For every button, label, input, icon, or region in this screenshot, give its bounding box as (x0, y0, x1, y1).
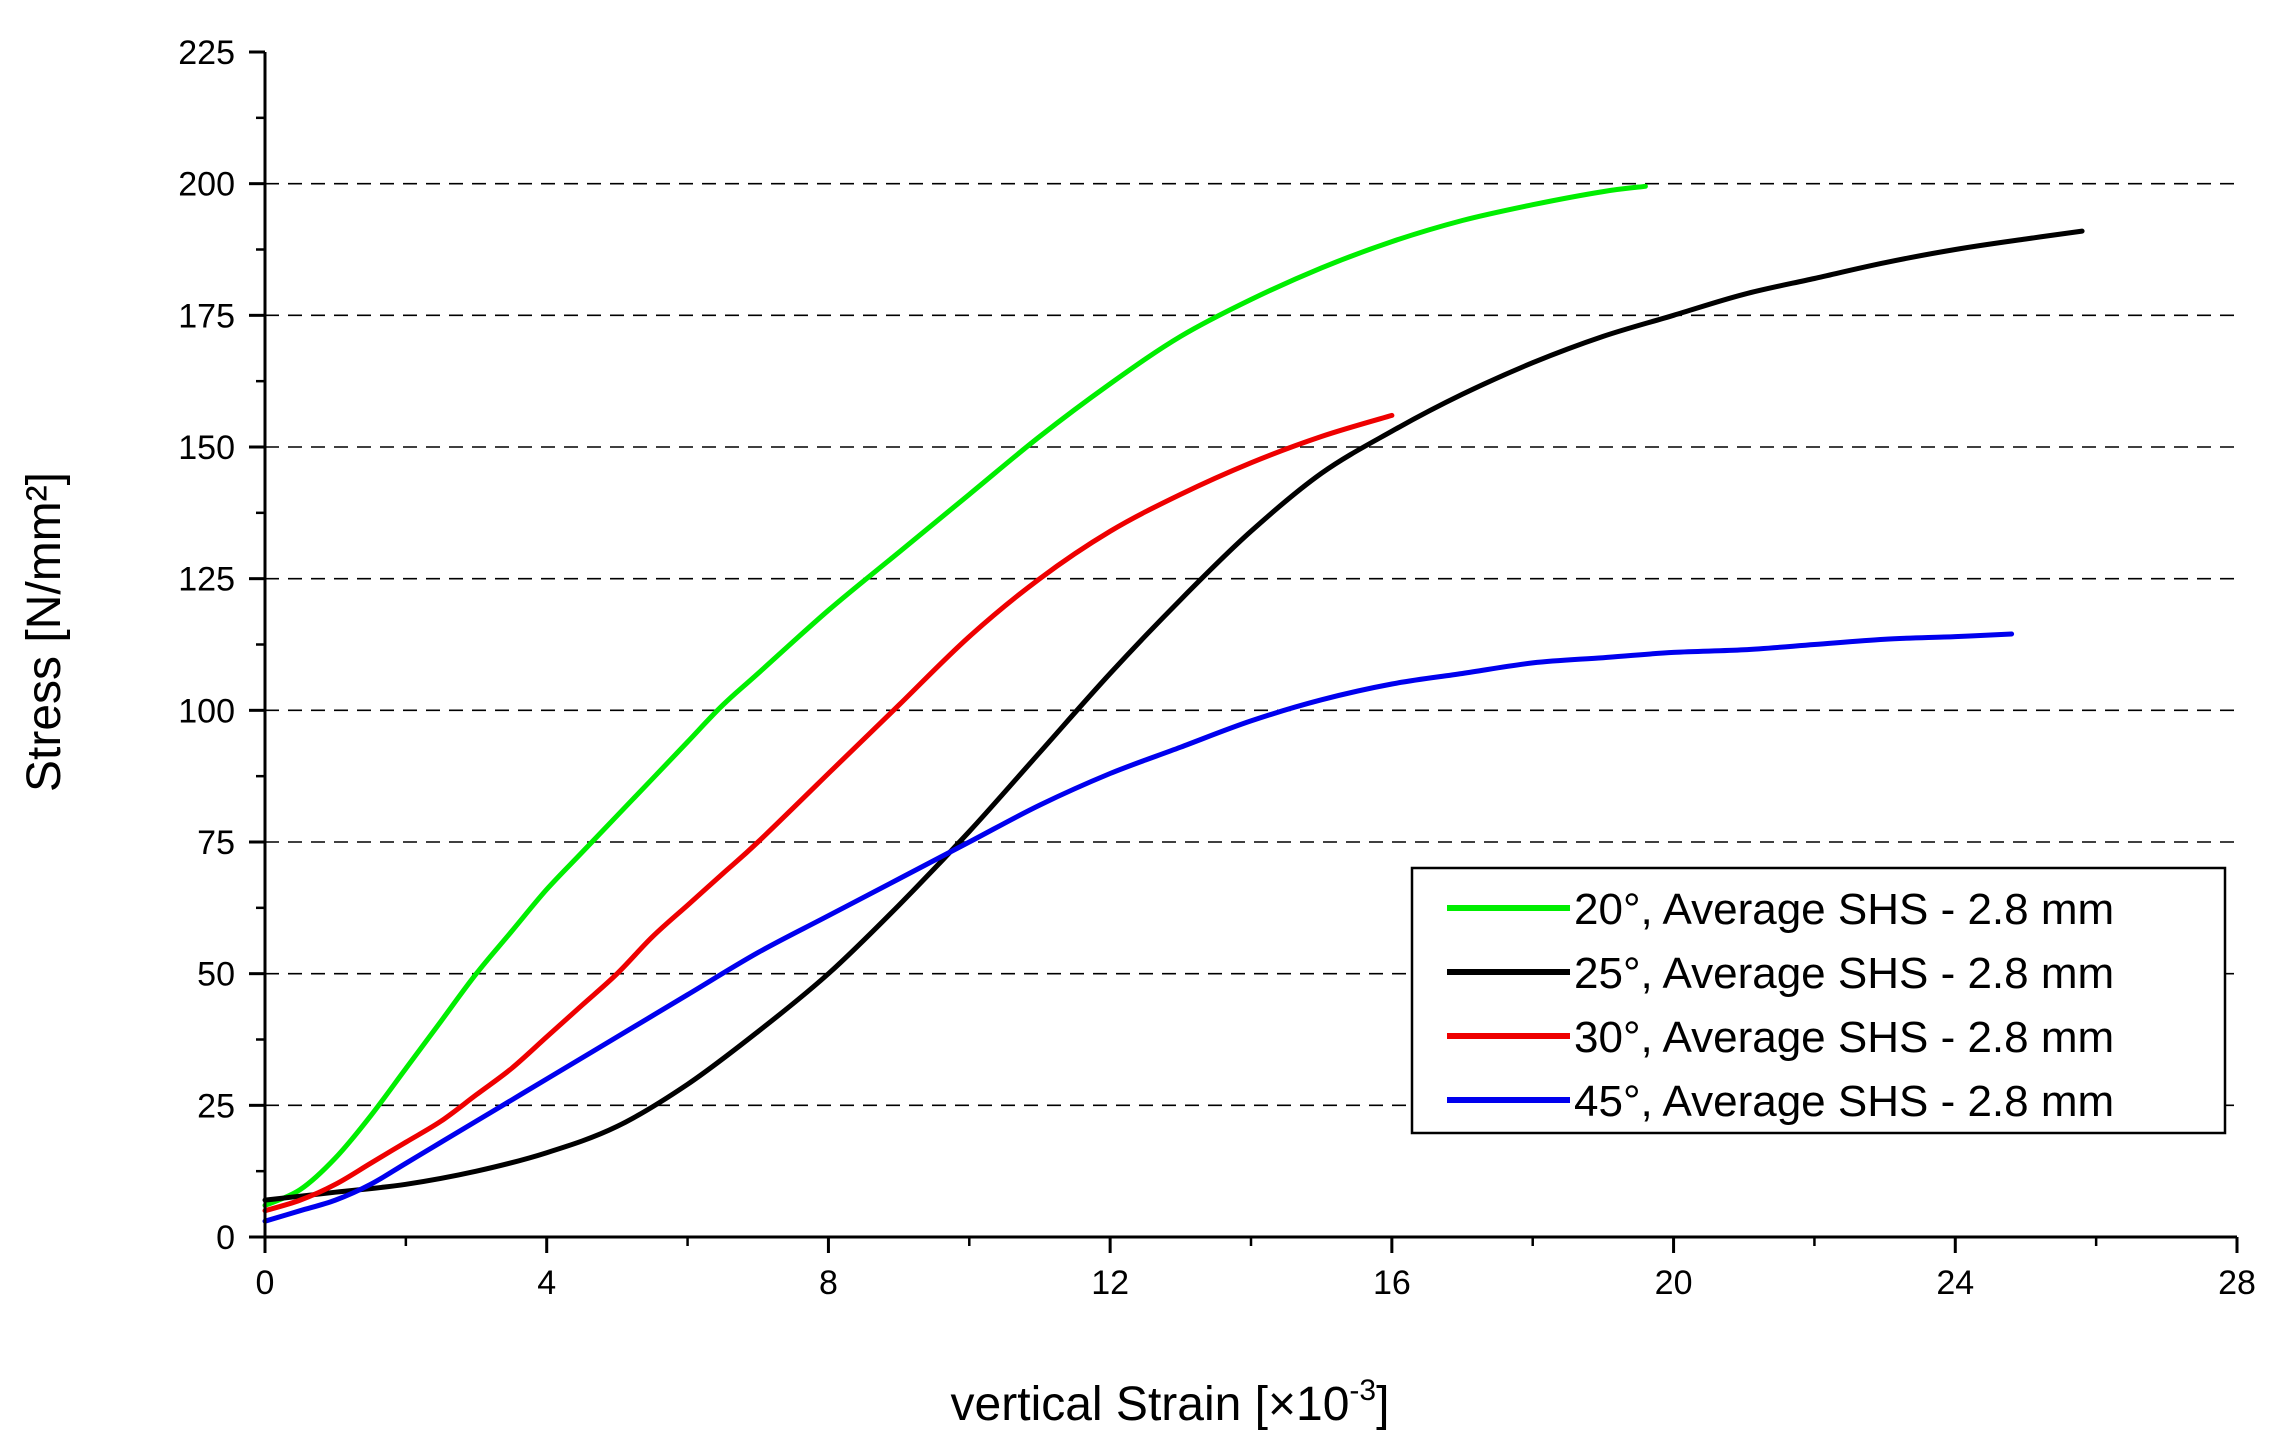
x-tick-label-8: 8 (819, 1264, 838, 1302)
x-tick-label-0: 0 (256, 1264, 275, 1302)
y-tick-label-150: 150 (178, 429, 235, 467)
y-tick-label-50: 50 (197, 956, 235, 994)
legend: 20°, Average SHS - 2.8 mm 25°, Average SH… (1410, 866, 2227, 1135)
legend-label-1: 20°, Average SHS - 2.8 mm (1574, 885, 2114, 934)
series-line-4 (262, 631, 2015, 1224)
x-axis-title-exponent: -3 (1349, 1374, 1376, 1407)
axes-layer: 0 25 50 75 100 125 150 175 200 225 0 4 8 12 16 20 24 28 (178, 34, 2256, 1302)
y-tick-label-200: 200 (178, 166, 235, 204)
y-tick-label-125: 125 (178, 561, 235, 599)
x-tick-label-16: 16 (1373, 1264, 1411, 1302)
x-tick-label-20: 20 (1655, 1264, 1693, 1302)
x-tick-label-4: 4 (537, 1264, 556, 1302)
legend-label-4: 45°, Average SHS - 2.8 mm (1574, 1077, 2114, 1126)
y-tick-label-75: 75 (197, 824, 235, 862)
series-line-1 (262, 183, 1648, 1208)
y-tick-label-175: 175 (178, 297, 235, 335)
x-tick-label-28: 28 (2218, 1264, 2256, 1302)
x-tick-label-24: 24 (1936, 1264, 1974, 1302)
legend-label-3: 30°, Average SHS - 2.8 mm (1574, 1013, 2114, 1062)
y-tick-label-25: 25 (197, 1087, 235, 1125)
series-line-3 (262, 412, 1395, 1214)
legend-label-2: 25°, Average SHS - 2.8 mm (1574, 949, 2114, 998)
x-axis-title: vertical Strain [×10-3] (951, 1374, 1390, 1431)
y-tick-label-0: 0 (216, 1219, 235, 1257)
series-line-2 (262, 228, 2085, 1203)
y-tick-label-100: 100 (178, 692, 235, 730)
legend-box (1410, 866, 2227, 1135)
x-tick-label-12: 12 (1091, 1264, 1129, 1302)
series-layer (262, 183, 2085, 1224)
y-tick-label-225: 225 (178, 34, 235, 72)
y-axis-title: Stress [N/mm²] (18, 472, 71, 792)
x-axis-title-suffix: ] (1376, 1378, 1389, 1431)
x-axis-title-main: vertical Strain [×10 (951, 1378, 1350, 1431)
